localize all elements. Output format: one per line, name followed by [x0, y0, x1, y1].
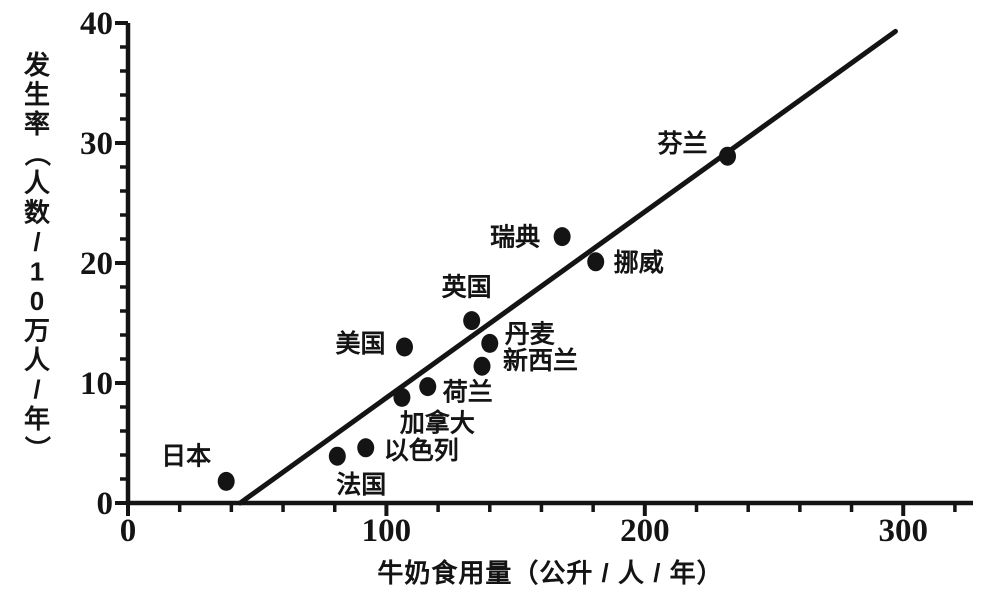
y-tick-label: 20 — [80, 246, 113, 282]
x-tick-label: 300 — [878, 513, 928, 549]
y-axis-title-char: 率 — [24, 109, 50, 139]
y-axis-title-char: 发 — [23, 50, 50, 80]
country-label: 以色列 — [384, 436, 459, 465]
y-axis-title-char: 0 — [30, 286, 44, 316]
data-point — [553, 227, 571, 247]
country-label: 英国 — [442, 274, 492, 302]
country-label: 日本 — [161, 442, 211, 470]
y-axis-title-char: 年 — [24, 404, 50, 434]
y-axis-title-char: / — [33, 375, 40, 405]
y-axis-title-char: 1 — [30, 257, 44, 287]
trend-line — [237, 28, 898, 506]
y-axis-title-char: 人 — [24, 168, 50, 198]
country-label: 美国 — [335, 329, 385, 358]
data-point — [463, 311, 481, 331]
x-tick-label: 0 — [120, 513, 137, 549]
y-tick-label: 30 — [80, 126, 113, 162]
x-tick-label: 200 — [620, 513, 670, 549]
country-label: 新西兰 — [503, 346, 578, 375]
data-point — [481, 333, 499, 353]
country-label: 荷兰 — [443, 378, 493, 407]
y-axis-title-char: 人 — [24, 345, 50, 375]
data-point — [419, 377, 437, 397]
data-point — [328, 446, 346, 466]
y-axis-title-char: 万 — [24, 316, 50, 346]
y-tick-label: 40 — [80, 6, 113, 42]
data-point — [357, 438, 375, 458]
y-tick-label: 0 — [97, 486, 114, 522]
data-point — [719, 146, 737, 166]
country-label: 芬兰 — [657, 129, 707, 158]
data-point — [395, 337, 413, 357]
data-point — [587, 252, 605, 272]
country-label: 挪威 — [614, 248, 664, 277]
y-axis-title-char: 生 — [24, 80, 50, 110]
country-label: 加拿大 — [399, 408, 475, 437]
axes-lines — [125, 23, 973, 506]
y-axis-title-char: ） — [22, 435, 52, 461]
y-axis-title-char: / — [33, 227, 40, 257]
x-axis-title: 牛奶食用量（公升 / 人 / 年） — [377, 558, 724, 588]
data-point — [217, 471, 235, 491]
x-tick-label: 100 — [362, 513, 412, 549]
data-point — [473, 356, 491, 376]
country-label: 法国 — [336, 471, 386, 499]
country-label: 丹麦 — [505, 320, 556, 348]
data-point — [393, 387, 411, 407]
y-axis-title-char: （ — [22, 140, 52, 166]
country-label: 瑞典 — [490, 224, 540, 252]
y-axis-title-char: 数 — [24, 198, 51, 228]
y-tick-label: 10 — [80, 366, 113, 402]
